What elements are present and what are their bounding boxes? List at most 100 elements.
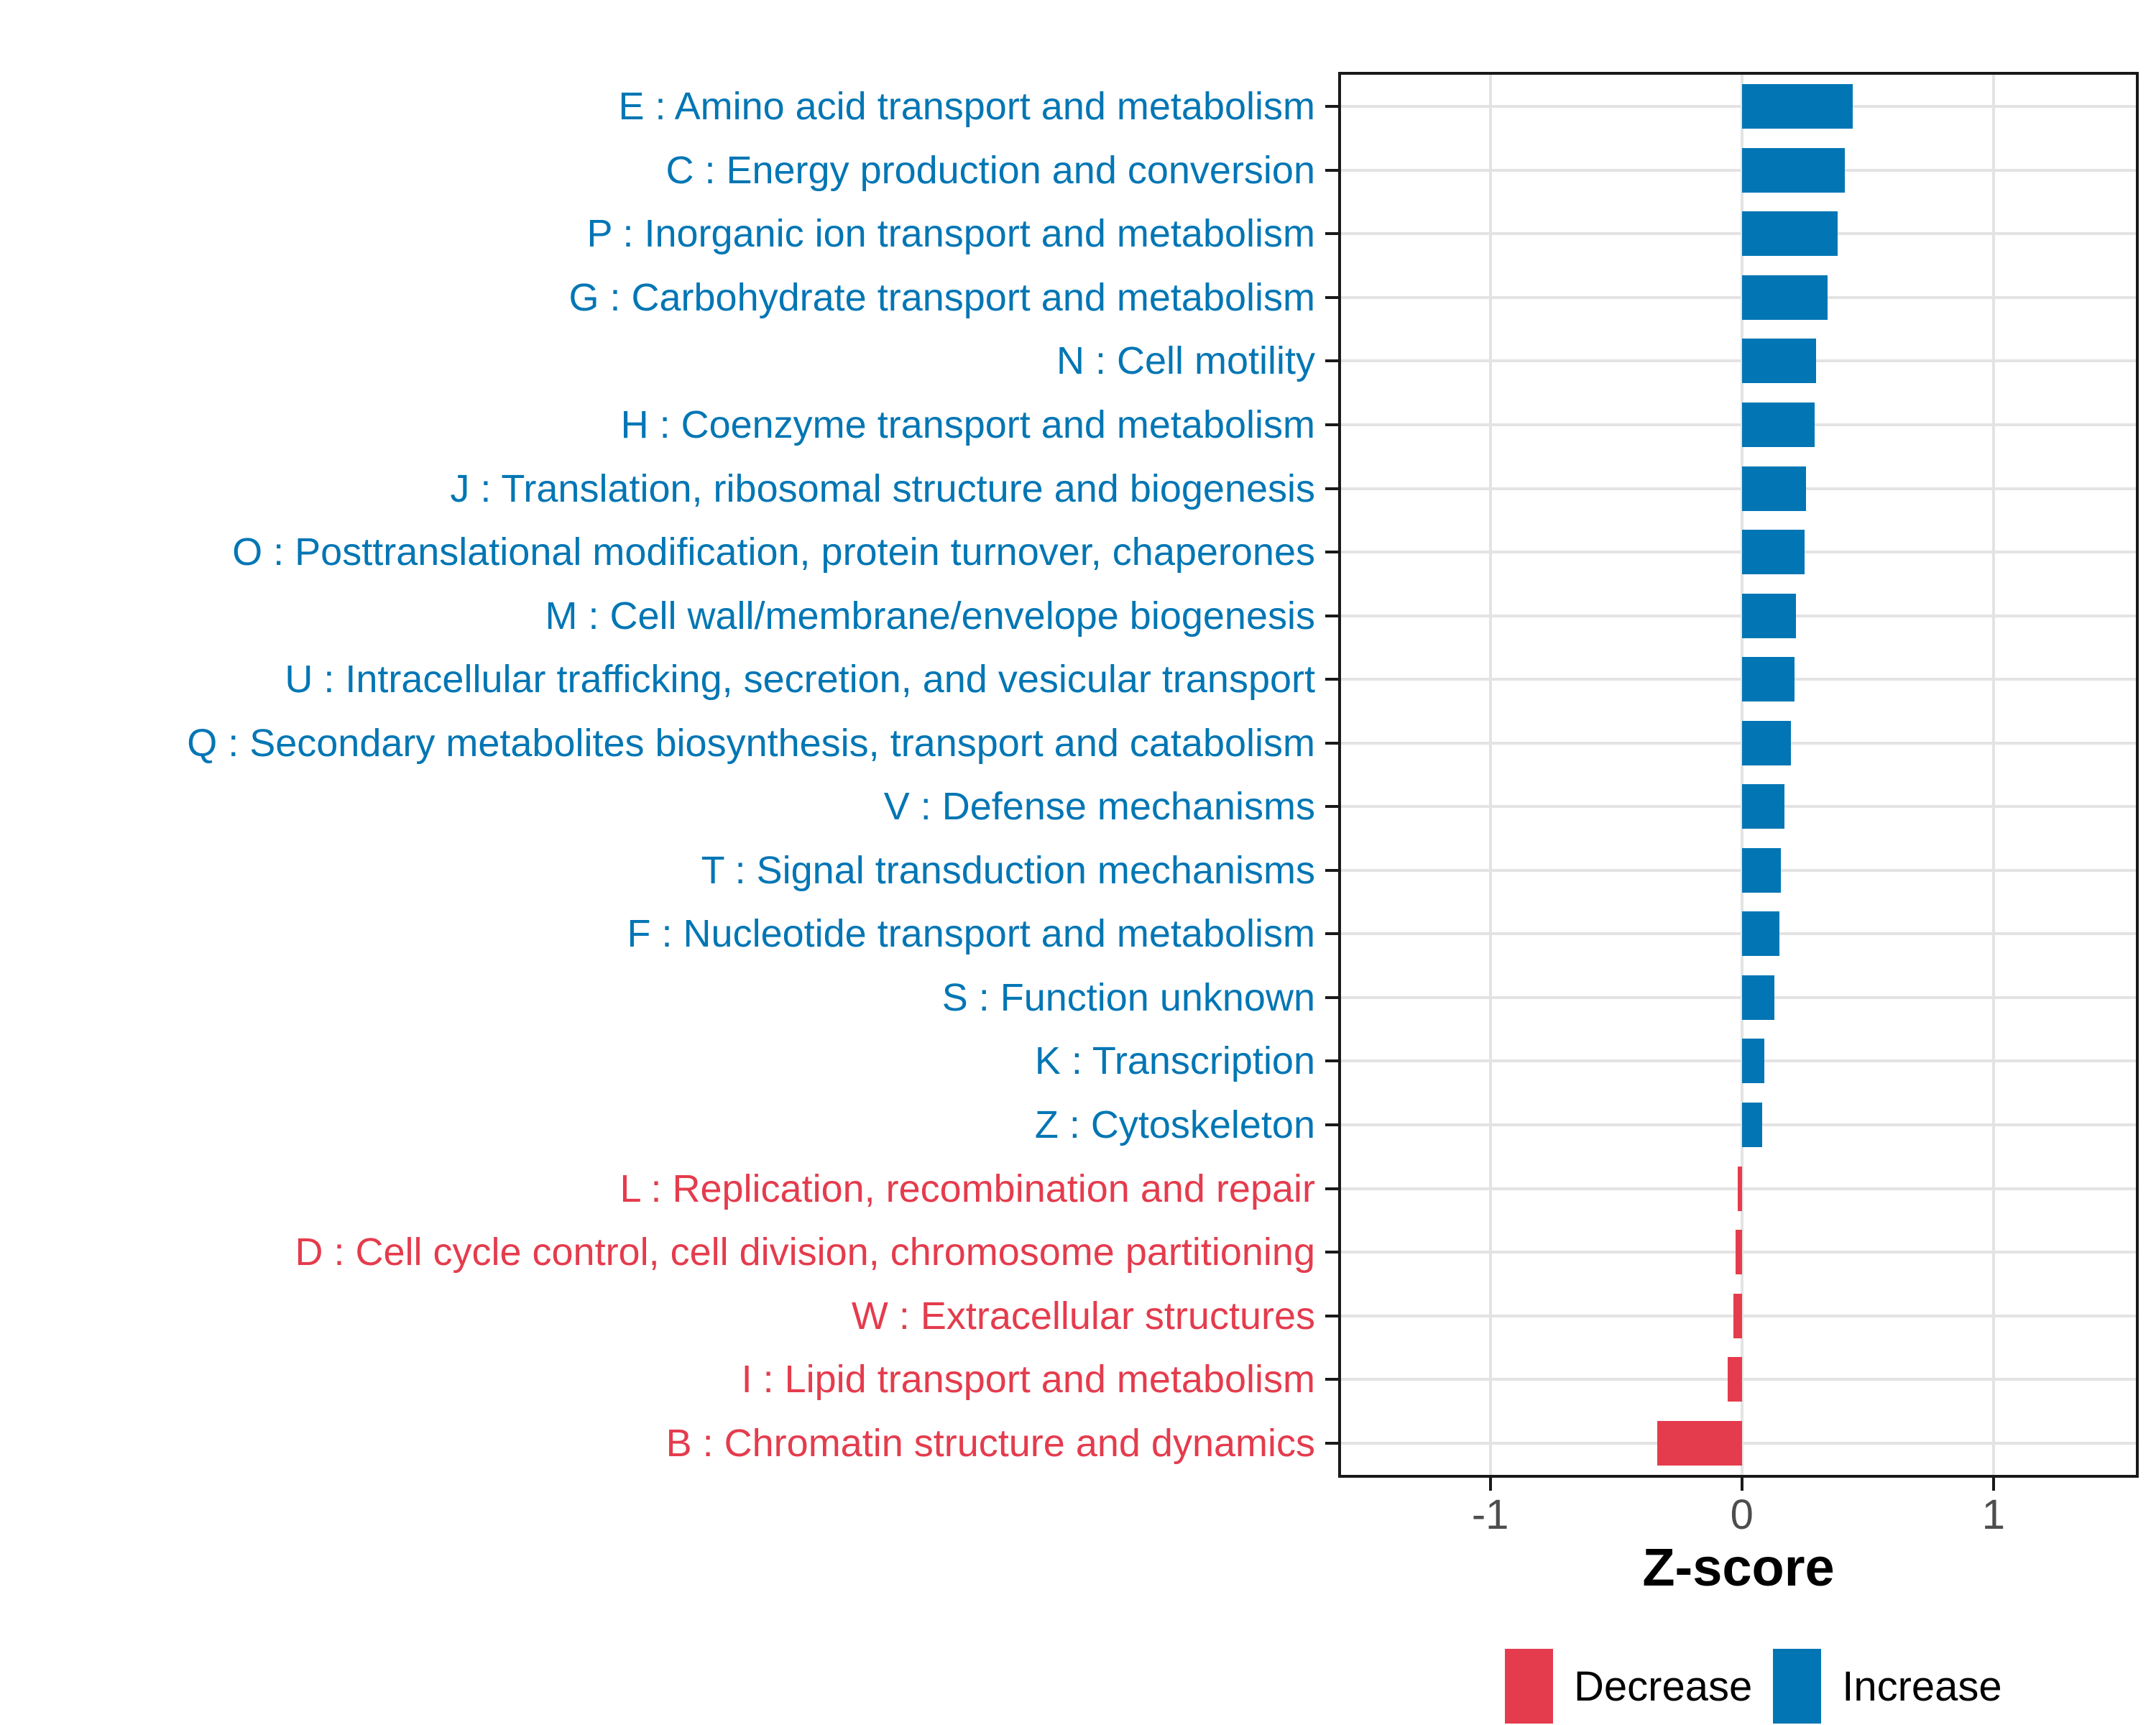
horizontal-gridline bbox=[1341, 614, 2136, 617]
category-label-J: J : Translation, ribosomal structure and… bbox=[450, 466, 1315, 510]
bar-W bbox=[1733, 1293, 1742, 1338]
legend-label-increase: Increase bbox=[1842, 1662, 2002, 1710]
y-tick bbox=[1325, 1314, 1338, 1317]
y-tick bbox=[1325, 232, 1338, 236]
x-tick bbox=[1991, 1478, 1995, 1491]
category-label-Q: Q : Secondary metabolites biosynthesis, … bbox=[187, 721, 1315, 765]
legend: Decrease Increase bbox=[1505, 1649, 2002, 1724]
category-label-Z: Z : Cytoskeleton bbox=[1034, 1103, 1315, 1146]
y-tick bbox=[1325, 168, 1338, 172]
category-label-E: E : Amino acid transport and metabolism bbox=[618, 85, 1315, 129]
x-tick bbox=[1740, 1478, 1743, 1491]
category-label-G: G : Carbohydrate transport and metabolis… bbox=[568, 275, 1316, 319]
y-tick bbox=[1325, 105, 1338, 109]
bar-L bbox=[1738, 1166, 1742, 1211]
category-label-W: W : Extracellular structures bbox=[851, 1294, 1315, 1338]
category-label-M: M : Cell wall/membrane/envelope biogenes… bbox=[545, 594, 1315, 638]
horizontal-gridline bbox=[1341, 232, 2136, 236]
horizontal-gridline bbox=[1341, 1123, 2136, 1126]
y-tick bbox=[1325, 678, 1338, 681]
horizontal-gridline bbox=[1341, 487, 2136, 490]
bar-V bbox=[1741, 784, 1785, 829]
y-tick bbox=[1325, 1059, 1338, 1063]
y-tick bbox=[1325, 1378, 1338, 1381]
horizontal-gridline bbox=[1341, 868, 2136, 872]
horizontal-gridline bbox=[1341, 805, 2136, 809]
category-label-O: O : Posttranslational modification, prot… bbox=[232, 530, 1315, 574]
bar-S bbox=[1741, 975, 1775, 1020]
y-tick bbox=[1325, 1187, 1338, 1190]
bar-Z bbox=[1741, 1103, 1762, 1147]
category-label-D: D : Cell cycle control, cell division, c… bbox=[295, 1230, 1315, 1274]
category-label-N: N : Cell motility bbox=[1056, 339, 1315, 383]
y-tick bbox=[1325, 805, 1338, 809]
legend-swatch-decrease bbox=[1505, 1649, 1553, 1724]
horizontal-gridline bbox=[1341, 678, 2136, 681]
category-label-F: F : Nucleotide transport and metabolism bbox=[627, 912, 1315, 956]
bar-O bbox=[1741, 530, 1805, 575]
y-tick bbox=[1325, 359, 1338, 363]
y-tick bbox=[1325, 1441, 1338, 1445]
bar-G bbox=[1741, 275, 1828, 320]
legend-label-decrease: Decrease bbox=[1574, 1662, 1753, 1710]
y-tick bbox=[1325, 868, 1338, 872]
x-tick-label: 0 bbox=[1730, 1491, 1754, 1538]
horizontal-gridline bbox=[1341, 168, 2136, 172]
plot-panel bbox=[1341, 75, 2136, 1475]
horizontal-gridline bbox=[1341, 295, 2136, 299]
horizontal-gridline bbox=[1341, 423, 2136, 426]
y-tick bbox=[1325, 295, 1338, 299]
x-axis-title: Z-score bbox=[1642, 1537, 1835, 1597]
category-label-T: T : Signal transduction mechanisms bbox=[701, 848, 1315, 892]
y-tick bbox=[1325, 995, 1338, 999]
category-label-K: K : Transcription bbox=[1034, 1039, 1315, 1083]
bar-M bbox=[1741, 593, 1796, 638]
category-label-L: L : Replication, recombination and repai… bbox=[619, 1167, 1315, 1210]
y-tick bbox=[1325, 741, 1338, 745]
horizontal-gridline bbox=[1341, 995, 2136, 999]
horizontal-gridline bbox=[1341, 932, 2136, 936]
horizontal-gridline bbox=[1341, 741, 2136, 745]
bar-N bbox=[1741, 339, 1816, 384]
category-label-S: S : Function unknown bbox=[941, 975, 1315, 1019]
category-label-H: H : Coenzyme transport and metabolism bbox=[620, 403, 1315, 446]
y-tick bbox=[1325, 487, 1338, 490]
bar-T bbox=[1741, 847, 1781, 893]
x-tick-label: -1 bbox=[1471, 1491, 1509, 1538]
horizontal-gridline bbox=[1341, 1059, 2136, 1063]
y-tick bbox=[1325, 423, 1338, 426]
bar-E bbox=[1741, 84, 1853, 129]
bar-H bbox=[1741, 402, 1815, 447]
y-tick bbox=[1325, 1251, 1338, 1254]
y-tick bbox=[1325, 551, 1338, 554]
horizontal-gridline bbox=[1341, 359, 2136, 363]
legend-swatch-increase bbox=[1773, 1649, 1822, 1724]
bar-J bbox=[1741, 466, 1806, 511]
y-tick bbox=[1325, 614, 1338, 617]
category-label-B: B : Chromatin structure and dynamics bbox=[665, 1421, 1315, 1465]
bar-D bbox=[1735, 1230, 1742, 1275]
category-label-P: P : Inorganic ion transport and metaboli… bbox=[586, 212, 1315, 256]
y-tick bbox=[1325, 1123, 1338, 1126]
horizontal-gridline bbox=[1341, 551, 2136, 554]
bar-Q bbox=[1741, 720, 1791, 765]
bar-F bbox=[1741, 911, 1780, 957]
x-tick bbox=[1488, 1478, 1492, 1491]
bar-K bbox=[1741, 1039, 1765, 1084]
horizontal-gridline bbox=[1341, 105, 2136, 109]
category-label-U: U : Intracellular trafficking, secretion… bbox=[285, 658, 1315, 702]
bar-C bbox=[1741, 147, 1846, 193]
vertical-gridline bbox=[1488, 75, 1492, 1475]
vertical-gridline bbox=[1991, 75, 1995, 1475]
bar-P bbox=[1741, 211, 1838, 257]
x-tick-label: 1 bbox=[1981, 1491, 2005, 1538]
category-label-I: I : Lipid transport and metabolism bbox=[741, 1358, 1315, 1402]
bar-I bbox=[1728, 1357, 1742, 1402]
category-label-C: C : Energy production and conversion bbox=[665, 148, 1315, 192]
bar-B bbox=[1657, 1420, 1742, 1466]
bar-U bbox=[1741, 657, 1795, 702]
y-tick bbox=[1325, 932, 1338, 936]
category-label-V: V : Defense mechanisms bbox=[883, 785, 1315, 829]
vertical-gridline bbox=[1740, 75, 1743, 1475]
